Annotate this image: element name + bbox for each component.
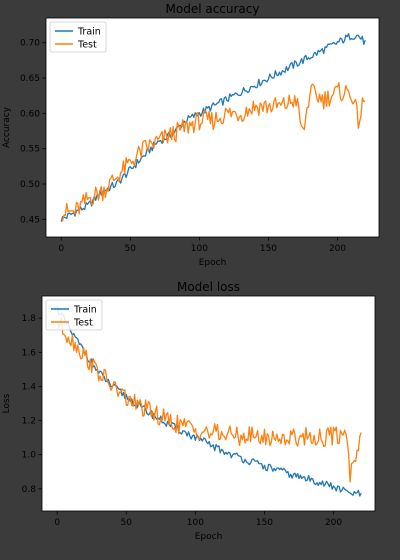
accuracy-x-tick-label: 100: [191, 244, 208, 254]
accuracy-train-series-line: [60, 33, 366, 222]
loss-x-ticks: 0 50 100 150 200: [54, 511, 342, 528]
loss-train-series-line: [56, 305, 362, 497]
loss-y-tick-label: 1.0: [22, 451, 37, 461]
accuracy-legend: Train Test: [49, 21, 107, 53]
accuracy-x-tick-label: 150: [260, 244, 277, 254]
accuracy-y-tick-label: 0.70: [20, 39, 40, 49]
loss-x-tick-label: 100: [187, 518, 204, 528]
accuracy-y-axis-label: Accuracy: [2, 106, 12, 148]
loss-test-series-line: [56, 316, 362, 483]
loss-legend-label: Test: [73, 317, 93, 328]
accuracy-y-tick-label: 0.45: [20, 215, 40, 225]
accuracy-x-ticks: 0 50 100 150 200: [58, 237, 346, 254]
loss-x-tick-label: 150: [256, 518, 273, 528]
accuracy-series-lines: [60, 33, 366, 223]
accuracy-x-tick-label: 50: [125, 244, 137, 254]
accuracy-x-tick-label: 200: [329, 244, 346, 254]
loss-x-axis-label: Epoch: [195, 532, 223, 542]
loss-x-tick-label: 50: [121, 518, 133, 528]
loss-y-ticks: 0.8 1.0 1.2 1.4 1.6 1.8: [22, 314, 42, 495]
loss-y-tick-label: 1.6: [22, 348, 37, 358]
loss-plot-area: [41, 295, 376, 512]
accuracy-chart-title: Model accuracy: [166, 2, 260, 16]
loss-legend-label: Train: [73, 304, 97, 315]
loss-chart-title: Model loss: [177, 280, 240, 294]
loss-y-tick-label: 1.4: [22, 382, 37, 392]
loss-chart: Model loss Epoch Loss 0 50 100 150 200 0.8 1.…: [2, 280, 376, 542]
loss-x-tick-label: 0: [54, 518, 60, 528]
accuracy-y-tick-label: 0.60: [20, 109, 40, 119]
accuracy-y-tick-label: 0.55: [20, 145, 40, 155]
loss-y-axis-label: Loss: [2, 393, 12, 413]
loss-y-tick-label: 1.2: [22, 417, 36, 427]
loss-legend: Train Test: [45, 299, 103, 331]
loss-series-lines: [56, 305, 362, 497]
accuracy-x-tick-label: 0: [58, 244, 64, 254]
loss-y-tick-label: 0.8: [22, 485, 37, 495]
accuracy-chart: Model accuracy Epoch Accuracy 0 50 100 150 2…: [2, 2, 380, 268]
loss-y-tick-label: 1.8: [22, 314, 37, 324]
accuracy-y-tick-label: 0.50: [20, 180, 40, 190]
accuracy-legend-label: Train: [77, 26, 101, 37]
accuracy-legend-label: Test: [77, 39, 97, 50]
accuracy-y-ticks: 0.45 0.50 0.55 0.60 0.65 0.70: [20, 39, 46, 225]
accuracy-test-series-line: [60, 82, 366, 223]
accuracy-x-axis-label: Epoch: [199, 258, 227, 268]
loss-x-tick-label: 200: [325, 518, 342, 528]
accuracy-y-tick-label: 0.65: [20, 74, 40, 84]
